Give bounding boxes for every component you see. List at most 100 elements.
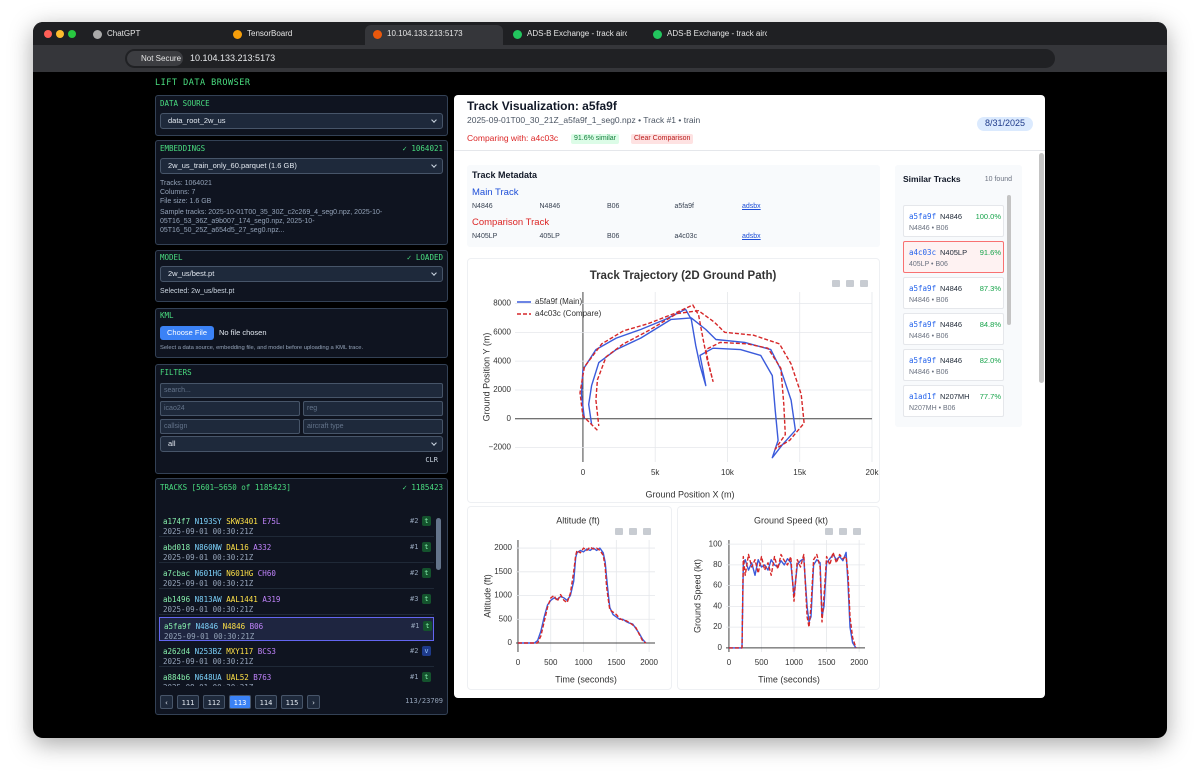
clear-filters[interactable]: CLR (425, 456, 438, 465)
series-line (728, 551, 857, 649)
url[interactable]: 10.104.133.213:5173 (190, 53, 276, 64)
track-row[interactable]: a174f7 N193SY SKW3401 E75L 2025-09-01 00:30:… (159, 513, 434, 537)
page-button[interactable]: › (307, 695, 320, 709)
similar-reg: N405LP (940, 248, 968, 258)
similar-icao: a4c03c (909, 248, 937, 258)
track-row[interactable]: a5fa9f N4846 N4846 B06 2025-09-01 00:30:21Z #… (159, 617, 434, 641)
track-split: v (422, 646, 431, 656)
similar-reg: N4846 (940, 212, 963, 222)
filter-placeholder: reg (307, 405, 318, 413)
page-button[interactable]: 113 (229, 695, 251, 709)
traffic-red[interactable] (44, 30, 52, 38)
chart-card (467, 258, 880, 503)
page-button[interactable]: 112 (203, 695, 225, 709)
model-select-text: 2w_us/best.pt (168, 269, 215, 279)
page-button[interactable]: 111 (177, 695, 199, 709)
tab-bar (33, 22, 1167, 45)
similar-reg: N4846 (940, 320, 963, 330)
embedding-samples: Sample tracks: 2025-10-01T00_35_30Z_c2c2… (160, 209, 383, 234)
tab-favicon (93, 30, 102, 39)
metadata-title: Track Metadata (472, 170, 538, 181)
x-tick-label: 1500 (818, 658, 836, 667)
series-line (518, 547, 647, 644)
detail-title: Track Visualization: a5fa9f (467, 99, 617, 114)
similar-item[interactable]: a1ad1f N207MH 77.7% N207MH • B06 (903, 385, 1004, 417)
tab-title: ChatGPT (107, 28, 141, 38)
legend-label: a4c03c (Compare) (535, 309, 602, 318)
series-line (518, 546, 647, 644)
section-status: ✓ 1064021 (402, 144, 443, 154)
modebar-icon (839, 528, 847, 535)
track-type: B06 (249, 622, 264, 632)
choose-file-text[interactable]: Choose File (167, 328, 208, 338)
similar-item[interactable]: a5fa9f N4846 87.3% N4846 • B06 (903, 277, 1004, 309)
y-tick-label: 0 (507, 414, 512, 423)
y-axis-title: Altitude (ft) (482, 574, 492, 618)
filter-input[interactable] (160, 383, 443, 398)
track-type: BCS3 (257, 647, 276, 657)
y-tick-label: 500 (499, 614, 513, 623)
filter-input[interactable] (303, 419, 443, 434)
browser-tab[interactable] (365, 25, 503, 45)
filter-select[interactable] (160, 436, 443, 452)
embedding-select[interactable] (160, 158, 443, 174)
y-tick-label: 1500 (494, 567, 512, 576)
choose-file-button[interactable] (160, 326, 214, 340)
y-tick-label: 6000 (493, 327, 511, 336)
page-button[interactable]: ‹ (160, 695, 173, 709)
similar-score: 91.6% (979, 248, 1001, 258)
x-tick-label: 500 (755, 658, 769, 667)
metadata-link[interactable]: adsbx (742, 203, 761, 211)
x-tick-label: 2000 (640, 658, 658, 667)
similar-info: N4846 • B06 (909, 297, 949, 305)
section-label: EMBEDDINGS (160, 144, 206, 154)
similar-icao: a1ad1f (909, 392, 937, 402)
track-row[interactable]: abd018 N860NW DAL16 A332 2025-09-01 00:30:21… (159, 539, 434, 563)
page-button[interactable]: 114 (255, 695, 277, 709)
model-select[interactable] (160, 266, 443, 282)
metadata-label: Main Track (472, 186, 519, 198)
tab-favicon (513, 30, 522, 39)
similar-item[interactable]: a5fa9f N4846 100.0% N4846 • B06 (903, 205, 1004, 237)
track-split: t (422, 672, 431, 682)
comparing-label: Comparing with: a4c03c (467, 133, 559, 144)
metadata-label: Comparison Track (472, 216, 550, 228)
track-icao: a174f7 (163, 517, 191, 527)
filter-placeholder: icao24 (164, 405, 185, 413)
track-row[interactable]: a7cbac N601HG N601HG CH60 2025-09-01 00:30:2… (159, 565, 434, 589)
url-pill[interactable] (125, 49, 1055, 68)
track-icao: a262d4 (163, 647, 191, 657)
detail-subtitle: 2025-09-01T00_30_21Z_a5fa9f_1_seg0.npz •… (467, 115, 701, 126)
source-select[interactable] (160, 113, 443, 129)
track-reg: N648UA (194, 673, 222, 683)
similar-item[interactable]: a5fa9f N4846 84.8% N4846 • B06 (903, 313, 1004, 345)
similar-item[interactable]: a5fa9f N4846 82.0% N4846 • B06 (903, 349, 1004, 381)
filter-input[interactable] (160, 401, 300, 416)
similar-score: 100.0% (975, 212, 1001, 222)
metadata-cell: B06 (607, 203, 620, 211)
page-button[interactable]: 115 (281, 695, 303, 709)
metadata-link[interactable]: adsbx (742, 233, 761, 241)
track-row[interactable]: a262d4 N253BZ MXY117 BCS3 2025-09-01 00:30:2… (159, 643, 434, 667)
filter-input[interactable] (303, 401, 443, 416)
track-callsign: AAL1441 (226, 595, 258, 605)
legend-label: a5fa9f (Main) (535, 297, 582, 306)
filter-input[interactable] (160, 419, 300, 434)
track-icao: a884b6 (163, 673, 191, 683)
track-callsign: DAL16 (226, 543, 249, 553)
traffic-green[interactable] (68, 30, 76, 38)
metadata-cell: B06 (607, 233, 620, 241)
tab-favicon (373, 30, 382, 39)
clear-comparison[interactable]: Clear Comparison (631, 134, 694, 144)
track-row[interactable]: ab1496 N813AW AAL1441 A319 2025-09-01 00:30:… (159, 591, 434, 615)
embedding-info: File size: 1.6 GB (160, 198, 212, 206)
chart-title: Track Trajectory (2D Ground Path) (590, 270, 777, 282)
similar-item[interactable]: a4c03c N405LP 91.6% 405LP • B06 (903, 241, 1004, 273)
x-tick-label: 20k (866, 468, 880, 477)
y-axis-title: Ground Speed (kt) (692, 559, 702, 633)
traffic-yellow[interactable] (56, 30, 64, 38)
track-type: E75L (262, 517, 281, 527)
track-time: 2025-09-01 00:30:21Z (163, 657, 254, 667)
